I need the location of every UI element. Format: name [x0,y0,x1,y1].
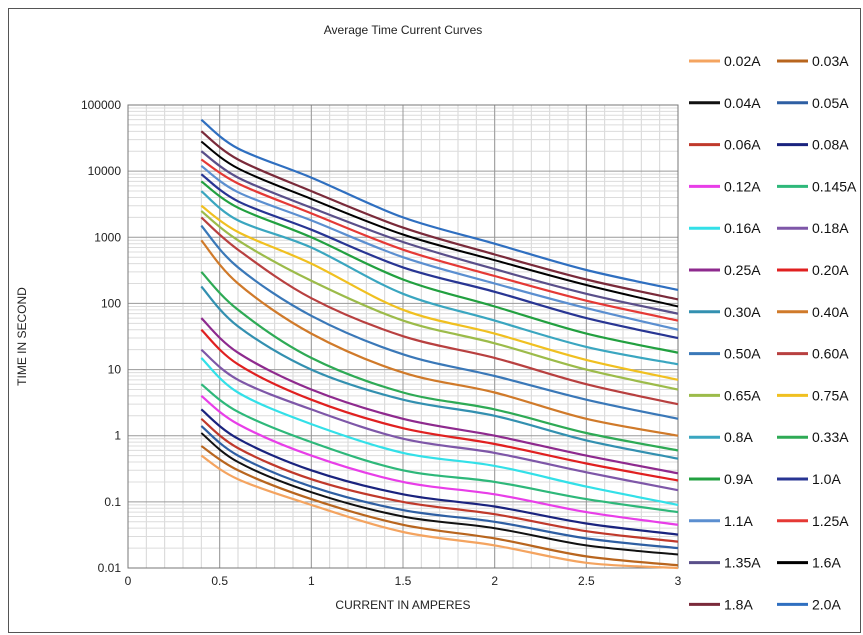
legend-label: 0.05A [812,95,849,111]
legend-label: 0.12A [724,178,761,194]
series-line-0.04A [200,432,679,556]
series-line-0.02A [200,454,679,570]
series-line-0.40A [200,239,679,437]
series-line-0.50A [200,224,679,420]
legend-label: 0.145A [812,178,857,194]
series-line-1.6A [200,140,679,308]
x-tick-label: 2 [491,574,498,588]
series-line-0.60A [200,216,679,406]
series-line-0.03A [200,445,679,567]
x-axis-label: CURRENT IN AMPERES [335,598,470,612]
y-tick-label: 10 [108,363,122,377]
legend-label: 0.18A [812,220,849,236]
y-tick-label: 0.1 [104,495,121,509]
series-line-0.9A [200,180,679,354]
series-line-0.06A [200,417,679,543]
series-line-0.8A [200,190,679,366]
legend-label: 0.33A [812,429,849,445]
series-line-1.0A [200,173,679,340]
y-axis-label: TIME IN SECOND [15,287,29,386]
legend-label: 0.40A [812,304,849,320]
legend-label: 0.03A [812,53,849,69]
x-tick-label: 0 [125,574,132,588]
y-tick-label: 0.01 [98,561,122,575]
y-tick-label: 10000 [88,164,122,178]
legend-label: 0.65A [724,387,761,403]
legend-label: 0.60A [812,346,849,362]
legend-label: 0.9A [724,471,753,487]
legend-label: 0.06A [724,137,761,153]
legend-label: 0.30A [724,304,761,320]
legend-label: 1.1A [724,513,753,529]
legend-label: 0.75A [812,387,849,403]
series-line-0.30A [200,285,679,460]
legend-label: 0.04A [724,95,761,111]
legend-label: 0.02A [724,53,761,69]
series-line-0.145A [200,383,679,514]
x-tick-label: 2.5 [578,574,595,588]
y-tick-label: 100000 [81,98,121,112]
y-tick-label: 100 [101,296,121,310]
series-line-0.65A [200,210,679,391]
series-line-1.35A [200,150,679,315]
series-line-0.20A [200,328,679,482]
plot-area-border [127,104,679,569]
chart-title: Average Time Current Curves [324,23,483,37]
legend-label: 2.0A [812,596,841,612]
series-line-0.18A [200,348,679,492]
series-line-0.33A [200,271,679,452]
x-tick-label: 0.5 [211,574,228,588]
legend-label: 0.50A [724,346,761,362]
legend-label: 1.6A [812,555,841,571]
series-line-0.75A [200,204,679,381]
series-line-0.05A [200,425,679,550]
series-line-0.16A [200,357,679,506]
legend-label: 1.35A [724,555,761,571]
y-tick-label: 1 [114,429,121,443]
series-line-1.25A [200,158,679,322]
series-line-1.1A [200,165,679,331]
chart-svg: 0 0.5 1 1.5 2 2.5 3 0.01 0.1 1 10 100 1000 10000 10000… [15,23,857,612]
legend-label: 1.8A [724,596,753,612]
legend-label: 1.25A [812,513,849,529]
y-tick-label: 1000 [94,230,121,244]
series-line-0.25A [200,317,679,475]
legend-label: 0.08A [812,137,849,153]
series-line-0.08A [200,408,679,536]
series-line-2.0A [200,118,679,291]
series-line-1.8A [200,130,679,301]
chart-frame: 0 0.5 1 1.5 2 2.5 3 0.01 0.1 1 10 100 1000 10000 10000… [8,8,861,633]
x-tick-label: 3 [675,574,682,588]
legend-label: 1.0A [812,471,841,487]
legend-label: 0.16A [724,220,761,236]
legend-label: 0.8A [724,429,753,445]
legend-label: 0.25A [724,262,761,278]
legend-label: 0.20A [812,262,849,278]
x-tick-label: 1.5 [395,574,412,588]
series-line-0.12A [200,395,679,526]
x-tick-label: 1 [308,574,315,588]
